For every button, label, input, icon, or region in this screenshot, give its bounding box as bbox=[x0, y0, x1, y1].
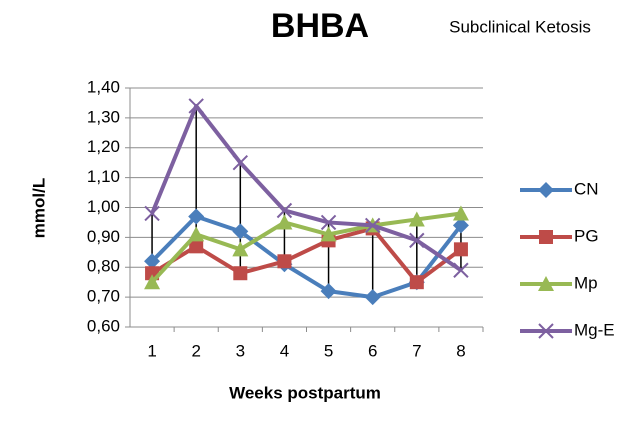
y-tick-label: 1,30 bbox=[87, 107, 120, 126]
marker bbox=[320, 226, 337, 242]
y-tick-label: 1,40 bbox=[87, 77, 120, 96]
marker bbox=[538, 323, 554, 339]
marker bbox=[188, 226, 205, 242]
chart-title: BHBA bbox=[271, 7, 369, 45]
marker bbox=[452, 217, 469, 234]
series-line bbox=[151, 226, 463, 285]
marker bbox=[453, 262, 469, 278]
x-tick-label: 1 bbox=[147, 341, 156, 360]
marker bbox=[276, 214, 293, 230]
series-line bbox=[150, 211, 462, 284]
marker bbox=[144, 274, 161, 290]
marker bbox=[453, 242, 468, 257]
marker bbox=[188, 208, 205, 225]
marker bbox=[539, 230, 553, 244]
y-axis-label: mmol/L bbox=[29, 178, 48, 238]
marker bbox=[409, 275, 424, 290]
marker bbox=[233, 266, 248, 281]
y-tick-label: 0,70 bbox=[87, 287, 120, 306]
marker bbox=[188, 98, 204, 114]
marker bbox=[320, 283, 337, 300]
x-tick-label: 3 bbox=[236, 341, 245, 360]
marker bbox=[364, 217, 381, 234]
x-tick-label: 7 bbox=[412, 341, 421, 360]
chart-subtitle: Subclinical Ketosis bbox=[449, 17, 591, 36]
y-tick-label: 0,60 bbox=[87, 316, 120, 335]
y-tick-label: 1,00 bbox=[87, 197, 120, 216]
y-tick-label: 0,80 bbox=[87, 257, 120, 276]
legend-label: Mg-E bbox=[574, 320, 615, 339]
marker bbox=[232, 154, 249, 171]
marker bbox=[144, 205, 160, 222]
x-tick-label: 5 bbox=[324, 341, 333, 360]
marker bbox=[538, 276, 554, 291]
y-tick-label: 0,90 bbox=[87, 227, 120, 246]
marker bbox=[452, 205, 469, 221]
y-tick-label: 1,10 bbox=[87, 167, 120, 186]
x-tick-label: 2 bbox=[191, 341, 200, 360]
marker bbox=[409, 232, 425, 249]
series-line bbox=[150, 103, 463, 272]
marker bbox=[277, 254, 292, 269]
marker bbox=[320, 214, 337, 231]
marker bbox=[364, 289, 381, 306]
marker bbox=[189, 239, 204, 254]
legend-label: Mp bbox=[574, 273, 598, 292]
marker bbox=[232, 241, 249, 257]
marker bbox=[538, 182, 554, 198]
x-tick-label: 8 bbox=[456, 341, 465, 360]
marker bbox=[276, 202, 293, 219]
series-line bbox=[150, 214, 463, 300]
marker bbox=[144, 253, 161, 270]
x-axis-label: Weeks postpartum bbox=[229, 383, 381, 402]
legend-label: CN bbox=[574, 179, 599, 198]
marker bbox=[232, 223, 249, 240]
legend-label: PG bbox=[574, 226, 599, 245]
y-tick-label: 1,20 bbox=[87, 137, 120, 156]
x-tick-label: 4 bbox=[280, 341, 289, 360]
x-tick-label: 6 bbox=[368, 341, 377, 360]
marker bbox=[408, 211, 425, 227]
